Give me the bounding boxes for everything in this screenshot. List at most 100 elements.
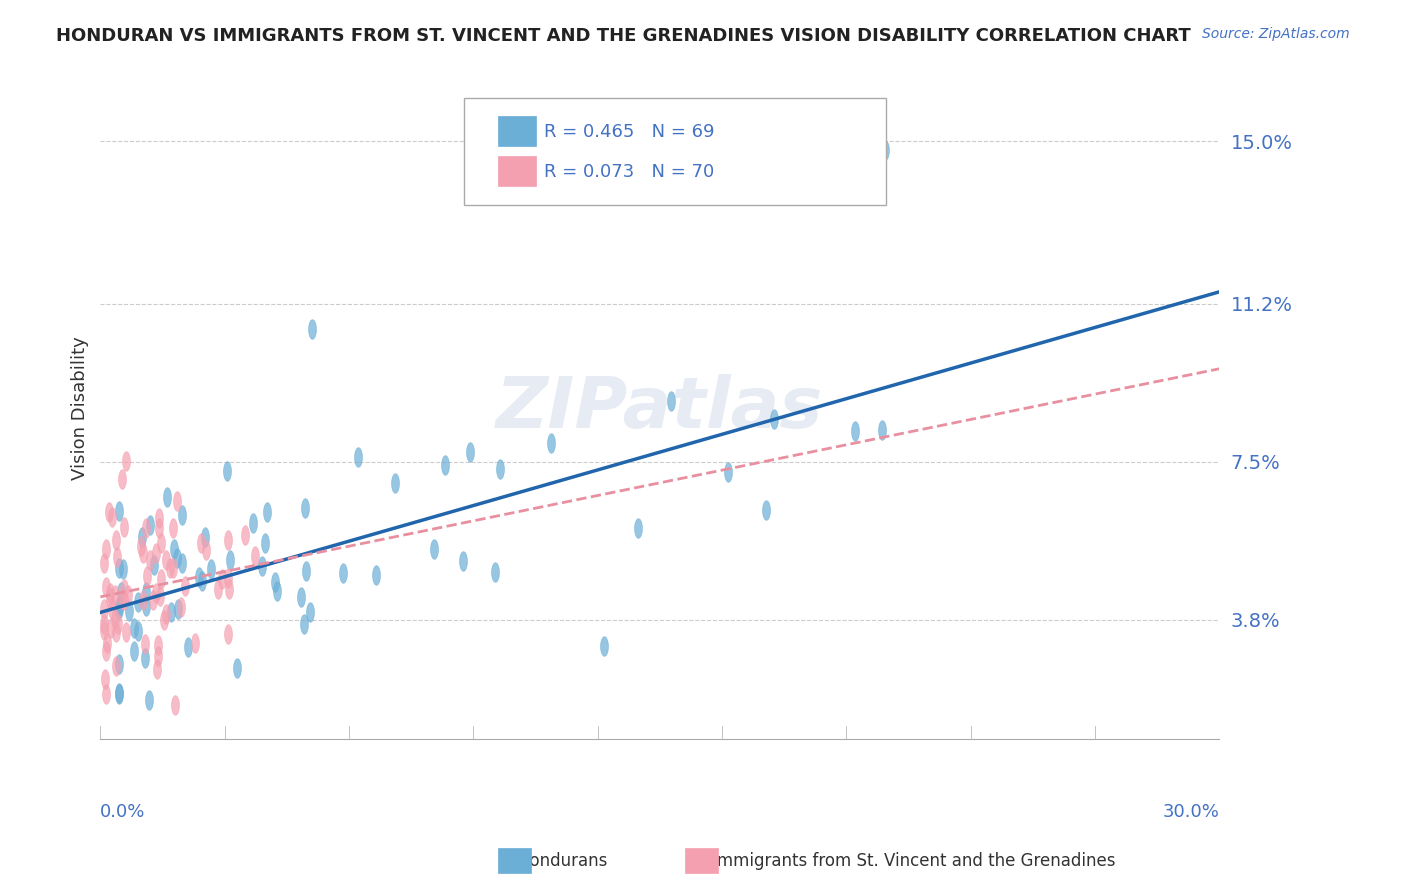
Point [111,472,134,486]
Point [540,435,562,450]
Point [219,553,242,567]
Point [149,535,172,549]
Point [870,423,893,437]
Point [195,543,218,558]
Point [298,606,321,620]
Point [122,644,145,658]
Point [184,636,207,650]
Point [423,541,446,556]
Point [148,510,170,524]
Point [155,553,177,567]
Point [108,504,131,518]
Text: 30.0%: 30.0% [1163,803,1219,821]
Point [763,411,786,425]
Point [332,566,354,580]
Point [117,589,139,603]
Point [103,588,125,602]
Point [384,476,406,491]
Point [159,561,181,575]
Point [166,494,188,508]
Point [96,687,118,701]
Point [266,584,288,599]
Text: HONDURAN VS IMMIGRANTS FROM ST. VINCENT AND THE GRENADINES VISION DISABILITY COR: HONDURAN VS IMMIGRANTS FROM ST. VINCENT … [56,27,1191,45]
Point [108,687,131,701]
Point [101,601,124,615]
Point [98,586,121,600]
Point [131,545,153,559]
Point [141,593,163,607]
Point [145,585,167,599]
Point [152,613,174,627]
Point [112,593,135,607]
Point [93,601,115,615]
Point [200,562,222,576]
Point [169,600,191,615]
Point [129,539,152,553]
Text: Immigrants from St. Vincent and the Grenadines: Immigrants from St. Vincent and the Gren… [713,852,1115,870]
Point [145,546,167,560]
Point [108,657,131,672]
Point [104,625,127,640]
Point [139,517,162,532]
Point [717,466,740,480]
Point [146,649,169,664]
Point [94,580,117,594]
Point [484,565,506,579]
Point [242,516,264,530]
Point [100,621,122,635]
Point [94,541,117,556]
Point [148,638,170,652]
Point [217,533,239,548]
Point [112,562,135,576]
Point [190,536,212,550]
Point [108,599,131,613]
Point [112,520,135,534]
Point [191,574,214,589]
Text: Source: ZipAtlas.com: Source: ZipAtlas.com [1202,27,1350,41]
Point [124,621,146,635]
Point [292,616,315,631]
Point [290,590,312,604]
Point [264,575,287,590]
Point [94,644,117,658]
Point [150,572,173,586]
Point [451,554,474,568]
Point [148,520,170,534]
Point [118,604,141,618]
Text: ZIPatlas: ZIPatlas [496,374,824,442]
Point [256,505,278,519]
Point [96,636,118,650]
Point [173,754,195,768]
Point [217,627,239,641]
Point [108,602,131,616]
Point [110,585,132,599]
Point [134,637,156,651]
Point [131,530,153,544]
Point [218,582,240,597]
Point [145,662,167,676]
Point [100,510,122,524]
Point [489,462,512,476]
Point [149,590,172,604]
Point [207,582,229,596]
Point [170,556,193,570]
Point [93,623,115,637]
Text: R = 0.073   N = 70: R = 0.073 N = 70 [544,163,714,181]
Point [97,505,120,519]
Point [107,616,129,631]
Text: Hondurans: Hondurans [517,852,607,870]
Point [295,565,318,579]
Point [211,573,233,587]
Point [163,698,186,712]
Point [162,521,184,535]
Point [135,585,157,599]
Point [755,502,778,516]
Point [105,549,128,564]
Point [115,625,138,640]
Point [174,579,197,593]
Point [217,571,239,585]
Point [135,599,157,614]
Point [294,501,316,516]
Point [104,533,127,547]
Point [301,322,323,336]
